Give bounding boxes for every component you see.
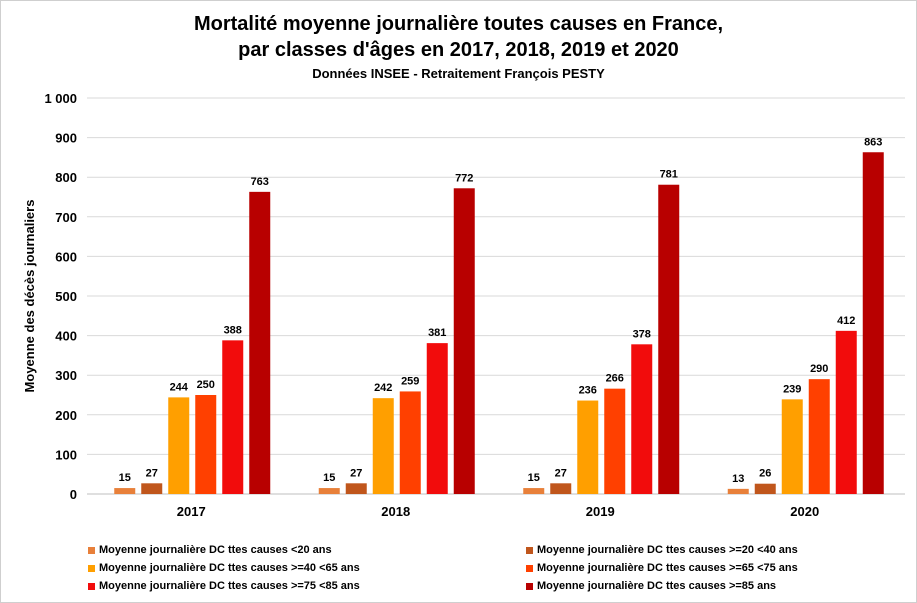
y-axis-label: Moyenne des décès journaliers bbox=[22, 200, 37, 393]
data-label: 27 bbox=[350, 467, 362, 479]
data-label: 781 bbox=[660, 169, 678, 181]
data-label: 13 bbox=[732, 473, 744, 485]
bar-2018-series-6 bbox=[453, 188, 475, 494]
data-label: 26 bbox=[759, 468, 771, 480]
y-tick-label: 500 bbox=[55, 289, 77, 304]
x-tick-label: 2018 bbox=[381, 504, 410, 519]
bar-chart: 0 100 200 300 400 500 600 700 800 900 1 000 Moyenne… bbox=[22, 91, 905, 519]
legend-swatch bbox=[526, 582, 533, 590]
bar-2020-series-3 bbox=[781, 399, 803, 494]
bar-2020-series-5 bbox=[835, 330, 857, 494]
bar-2017-series-5 bbox=[222, 340, 244, 494]
data-label: 27 bbox=[555, 467, 567, 479]
y-tick-label: 400 bbox=[55, 329, 77, 344]
bar-2017-series-6 bbox=[249, 191, 271, 495]
data-label: 244 bbox=[170, 381, 189, 393]
legend-label: Moyenne journalière DC ttes causes >=40 … bbox=[99, 562, 360, 574]
bar-2018-series-3 bbox=[372, 398, 394, 494]
bar-2017-series-3 bbox=[168, 397, 190, 494]
bar-2020-series-1 bbox=[727, 488, 749, 494]
bar-2018-series-4 bbox=[399, 391, 421, 494]
bar-2019-series-2 bbox=[550, 483, 572, 494]
data-label: 381 bbox=[428, 327, 446, 339]
x-tick-label: 2019 bbox=[586, 504, 615, 519]
data-label: 236 bbox=[579, 385, 597, 397]
bar-2018-series-2 bbox=[345, 483, 367, 494]
legend-item: Moyenne journalière DC ttes causes >=75 … bbox=[88, 580, 360, 592]
legend-swatch bbox=[526, 564, 533, 572]
legend-swatch bbox=[88, 564, 95, 572]
bar-2020-series-4 bbox=[808, 379, 830, 494]
bar-2019-series-6 bbox=[658, 184, 680, 494]
legend-item: Moyenne journalière DC ttes causes <20 a… bbox=[88, 544, 332, 556]
legend-label: Moyenne journalière DC ttes causes >=75 … bbox=[99, 580, 360, 592]
data-label: 863 bbox=[864, 136, 882, 148]
legend-item: Moyenne journalière DC ttes causes >=40 … bbox=[88, 562, 360, 574]
x-tick-label: 2020 bbox=[790, 504, 819, 519]
bar-2017-series-1 bbox=[114, 488, 136, 494]
data-label: 15 bbox=[119, 472, 131, 484]
x-tick-label: 2017 bbox=[177, 504, 206, 519]
bar-2019-series-3 bbox=[577, 400, 599, 494]
legend-item: Moyenne journalière DC ttes causes >=65 … bbox=[526, 562, 798, 574]
legend-label: Moyenne journalière DC ttes causes <20 a… bbox=[99, 544, 332, 556]
y-tick-label: 600 bbox=[55, 249, 77, 264]
legend-label: Moyenne journalière DC ttes causes >=85 … bbox=[537, 580, 777, 592]
bar-2019-series-1 bbox=[523, 488, 545, 494]
y-tick-label: 800 bbox=[55, 170, 77, 185]
data-label: 412 bbox=[837, 315, 855, 327]
chart-title: Mortalité moyenne journalière toutes cau… bbox=[193, 13, 724, 35]
y-tick-label: 900 bbox=[55, 131, 77, 146]
y-tick-label: 200 bbox=[55, 408, 77, 423]
data-label: 266 bbox=[606, 373, 624, 385]
data-label: 388 bbox=[224, 324, 242, 336]
bar-2018-series-5 bbox=[426, 343, 448, 494]
y-tick-label: 700 bbox=[55, 210, 77, 225]
data-label: 15 bbox=[323, 472, 335, 484]
legend-label: Moyenne journalière DC ttes causes >=20 … bbox=[537, 544, 798, 556]
data-label: 27 bbox=[146, 467, 158, 479]
legend-item: Moyenne journalière DC ttes causes >=20 … bbox=[526, 544, 798, 556]
bar-2017-series-4 bbox=[195, 395, 217, 494]
y-tick-label: 0 bbox=[70, 487, 77, 502]
legend-swatch bbox=[526, 546, 533, 554]
y-tick-label: 300 bbox=[55, 368, 77, 383]
data-label: 259 bbox=[401, 375, 419, 387]
data-label: 242 bbox=[374, 382, 392, 394]
bar-2018-series-1 bbox=[318, 488, 340, 494]
legend-item: Moyenne journalière DC ttes causes >=85 … bbox=[526, 580, 776, 592]
y-tick-label: 100 bbox=[55, 447, 77, 462]
data-label: 239 bbox=[783, 383, 801, 395]
legend-swatch bbox=[88, 582, 95, 590]
data-label: 763 bbox=[251, 176, 269, 188]
legend-swatch bbox=[88, 546, 95, 554]
bar-2020-series-2 bbox=[754, 483, 776, 494]
data-label: 772 bbox=[455, 172, 473, 184]
chart-title-line2: par classes d'âges en 2017, 2018, 2019 e… bbox=[238, 39, 679, 61]
bar-2020-series-6 bbox=[862, 152, 884, 494]
bar-2019-series-5 bbox=[631, 344, 653, 494]
y-tick-label: 1 000 bbox=[44, 91, 77, 106]
bar-2019-series-4 bbox=[604, 388, 626, 494]
data-label: 378 bbox=[633, 328, 651, 340]
data-label: 290 bbox=[810, 363, 828, 375]
data-label: 250 bbox=[197, 379, 215, 391]
data-label: 15 bbox=[528, 472, 540, 484]
bar-2017-series-2 bbox=[141, 483, 163, 494]
legend-label: Moyenne journalière DC ttes causes >=65 … bbox=[537, 562, 798, 574]
chart-subtitle: Données INSEE - Retraitement François PE… bbox=[312, 66, 605, 81]
